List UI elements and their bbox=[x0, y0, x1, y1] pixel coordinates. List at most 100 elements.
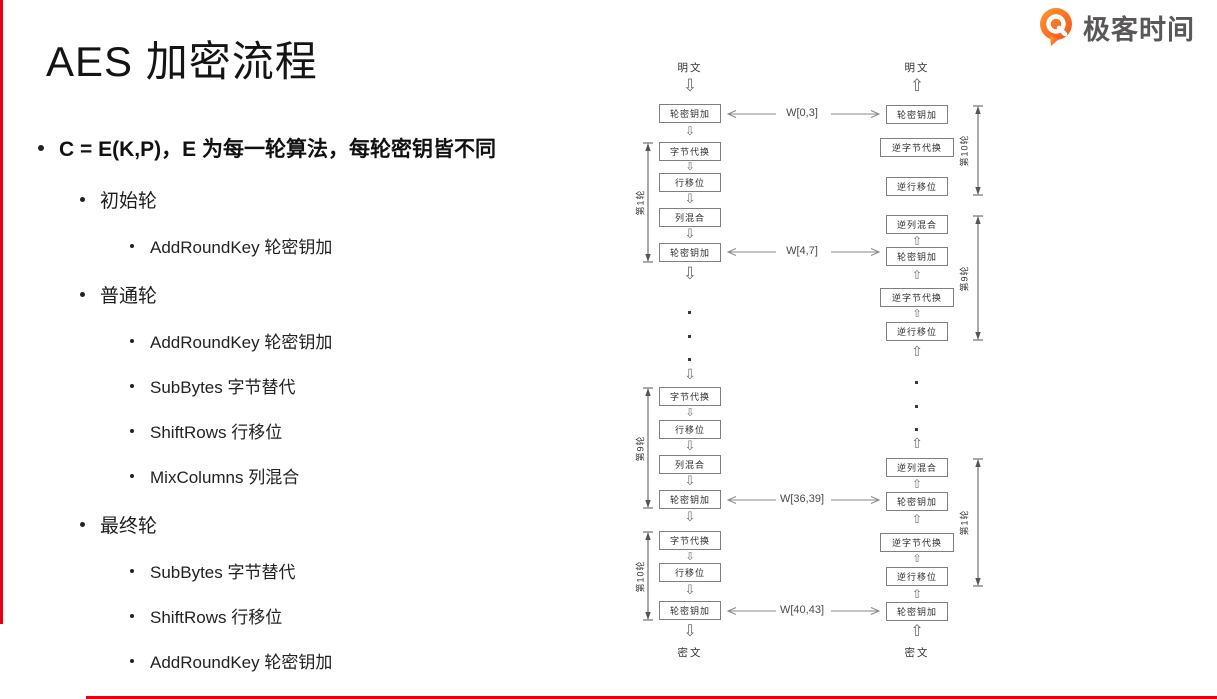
round-bracket bbox=[643, 531, 653, 621]
plaintext-label: 明文 bbox=[904, 62, 930, 74]
down-arrow-icon: ⇩ bbox=[685, 550, 695, 563]
flow-box: 字节代换 bbox=[659, 142, 721, 161]
down-arrow-icon: ⇩ bbox=[682, 76, 698, 96]
flow-box: 行移位 bbox=[659, 420, 721, 439]
outline-main-text: C = E(K,P)，E 为每一轮算法，每轮密钥皆不同 bbox=[59, 138, 496, 161]
up-arrow-icon: ⇧ bbox=[911, 234, 923, 248]
outline-item-text: ShiftRows 行移位 bbox=[150, 608, 283, 627]
key-arrow-left-icon bbox=[726, 607, 776, 615]
down-arrow-icon: ⇩ bbox=[684, 192, 696, 207]
flow-box: 逆行移位 bbox=[886, 322, 948, 341]
outline-item: AddRoundKey 轮密钥加 bbox=[130, 328, 332, 353]
ciphertext-label: 密文 bbox=[904, 647, 930, 659]
flow-box: 逆字节代换 bbox=[880, 138, 954, 157]
down-arrow-icon: ⇩ bbox=[684, 583, 696, 598]
outline-item-text: AddRoundKey 轮密钥加 bbox=[150, 333, 333, 352]
flow-box: 轮密钥加 bbox=[659, 490, 721, 509]
ellipsis-dot bbox=[688, 358, 691, 361]
round-key-label: W[4,7] bbox=[786, 245, 818, 257]
up-arrow-icon: ⇧ bbox=[911, 436, 923, 452]
outline-group-final: 最终轮 bbox=[80, 511, 157, 538]
ellipsis-dot bbox=[915, 405, 918, 408]
key-arrow-left-icon bbox=[726, 248, 776, 256]
up-arrow-icon: ⇧ bbox=[911, 344, 923, 360]
key-arrow-left-icon bbox=[726, 110, 776, 118]
outline-item: SubBytes 字节替代 bbox=[130, 373, 296, 398]
flow-box: 字节代换 bbox=[659, 387, 721, 406]
round-label: 第9轮 bbox=[635, 435, 646, 462]
page-title: AES 加密流程 bbox=[46, 38, 318, 85]
outline-item: AddRoundKey 轮密钥加 bbox=[130, 233, 332, 258]
up-arrow-icon: ⇧ bbox=[911, 477, 923, 491]
plaintext-label: 明文 bbox=[677, 62, 703, 74]
slide-left-red-border bbox=[0, 0, 3, 624]
ellipsis-dot bbox=[915, 381, 918, 384]
outline-item-text: SubBytes 字节替代 bbox=[150, 378, 296, 397]
round-key-label: W[0,3] bbox=[786, 107, 818, 119]
round-bracket bbox=[973, 105, 983, 196]
slide-bottom-red-border bbox=[86, 696, 1217, 699]
flow-box: 列混合 bbox=[659, 455, 721, 474]
up-arrow-icon: ⇧ bbox=[911, 512, 923, 526]
ciphertext-label: 密文 bbox=[677, 647, 703, 659]
up-arrow-icon: ⇧ bbox=[912, 307, 922, 320]
flow-box: 轮密钥加 bbox=[659, 243, 721, 262]
flow-box: 轮密钥加 bbox=[886, 105, 948, 124]
up-arrow-icon: ⇧ bbox=[910, 621, 924, 640]
flow-box: 逆行移位 bbox=[886, 567, 948, 586]
round-bracket bbox=[973, 215, 983, 341]
down-arrow-icon: ⇩ bbox=[685, 160, 695, 173]
key-arrow-left-icon bbox=[726, 496, 776, 504]
down-arrow-icon: ⇩ bbox=[684, 227, 696, 242]
outline-item-text: ShiftRows 行移位 bbox=[150, 423, 283, 442]
round-label: 第10轮 bbox=[959, 134, 970, 167]
up-arrow-icon: ⇧ bbox=[909, 76, 925, 96]
round-bracket bbox=[973, 458, 983, 587]
up-arrow-icon: ⇧ bbox=[911, 587, 923, 601]
up-arrow-icon: ⇧ bbox=[911, 268, 923, 282]
outline-item: ShiftRows 行移位 bbox=[130, 603, 282, 628]
round-label: 第1轮 bbox=[959, 509, 970, 536]
outline-item: MixColumns 列混合 bbox=[130, 463, 299, 488]
down-arrow-icon: ⇩ bbox=[684, 474, 696, 489]
geektime-logo-text: 极客时间 bbox=[1083, 14, 1195, 45]
round-key-label: W[40,43] bbox=[779, 604, 825, 616]
round-bracket bbox=[643, 142, 653, 263]
outline-item-text: AddRoundKey 轮密钥加 bbox=[150, 238, 333, 257]
down-arrow-icon: ⇩ bbox=[683, 621, 697, 640]
flow-box: 行移位 bbox=[659, 563, 721, 582]
geektime-logo-icon bbox=[1040, 8, 1072, 46]
ellipsis-dot bbox=[688, 335, 691, 338]
flow-box: 轮密钥加 bbox=[659, 104, 721, 123]
flow-box: 列混合 bbox=[659, 208, 721, 227]
ellipsis-dot bbox=[915, 428, 918, 431]
up-arrow-icon: ⇧ bbox=[912, 552, 922, 565]
outline-item: AddRoundKey 轮密钥加 bbox=[130, 648, 332, 673]
flow-box: 轮密钥加 bbox=[886, 247, 948, 266]
round-bracket bbox=[643, 387, 653, 509]
round-key-label: W[36,39] bbox=[779, 493, 825, 505]
flow-box: 逆列混合 bbox=[886, 458, 948, 477]
flow-box: 字节代换 bbox=[659, 531, 721, 550]
outline-group-label: 最终轮 bbox=[100, 516, 158, 537]
down-arrow-icon: ⇩ bbox=[682, 264, 698, 284]
flow-box: 逆字节代换 bbox=[880, 288, 954, 307]
outline-group-label: 初始轮 bbox=[100, 191, 158, 212]
down-arrow-icon: ⇩ bbox=[684, 510, 696, 525]
flow-box: 逆列混合 bbox=[886, 215, 948, 234]
outline-group-label: 普通轮 bbox=[100, 286, 158, 307]
round-label: 第10轮 bbox=[635, 560, 646, 593]
round-label: 第9轮 bbox=[959, 265, 970, 292]
round-label: 第1轮 bbox=[635, 189, 646, 216]
outline-item-text: AddRoundKey 轮密钥加 bbox=[150, 653, 333, 672]
flow-box: 行移位 bbox=[659, 173, 721, 192]
key-arrow-right-icon bbox=[831, 496, 881, 504]
flow-box: 逆字节代换 bbox=[880, 533, 954, 552]
outline-group-initial: 初始轮 bbox=[80, 186, 157, 213]
flow-box: 轮密钥加 bbox=[886, 602, 948, 621]
key-arrow-right-icon bbox=[831, 607, 881, 615]
outline-item: SubBytes 字节替代 bbox=[130, 558, 296, 583]
down-arrow-icon: ⇩ bbox=[684, 124, 696, 138]
